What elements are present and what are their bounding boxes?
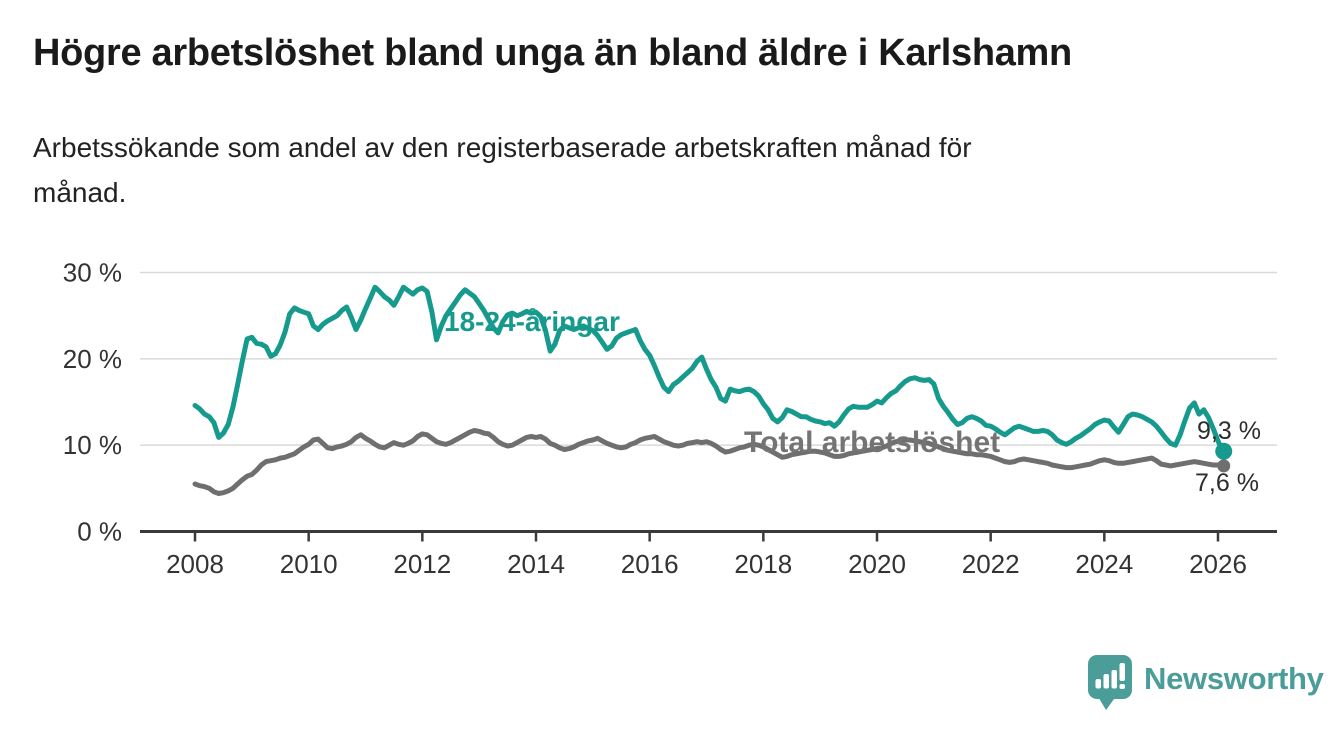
chart-subtitle: Arbetssökande som andel av den registerb… (33, 132, 972, 208)
x-axis-label: 2012 (393, 549, 451, 579)
y-axis-label: 0 % (77, 517, 122, 547)
series-line-total (192, 428, 1226, 496)
chart-title: Högre arbetslöshet bland unga än bland ä… (33, 32, 1072, 74)
x-axis-label: 2016 (621, 549, 679, 579)
x-axis-label: 2018 (734, 549, 792, 579)
x-axis-label: 2014 (507, 549, 565, 579)
x-axis-label: 2022 (962, 549, 1020, 579)
x-axis-label: 2026 (1189, 549, 1247, 579)
end-dot-young (1215, 442, 1233, 460)
y-axis-label: 20 % (63, 344, 122, 374)
series-line-young (192, 284, 1226, 454)
x-axis-label: 2024 (1075, 549, 1133, 579)
end-value-label-young: 9,3 % (1197, 417, 1261, 445)
x-axis-label: 2010 (280, 549, 338, 579)
end-dot-total (1217, 459, 1231, 473)
y-axis-label: 10 % (63, 430, 122, 460)
x-axis-label: 2008 (166, 549, 224, 579)
newsworthy-logo-icon (1088, 655, 1132, 710)
newsworthy-logo-text: Newsworthy (1144, 661, 1324, 696)
series-label-total: Total arbetslöshet (744, 426, 1000, 459)
end-value-label-total: 7,6 % (1195, 469, 1259, 497)
series-label-young: 18-24-åringar (444, 306, 620, 337)
y-axis-label: 30 % (63, 258, 122, 288)
newsworthy-logo: Newsworthy (1085, 653, 1324, 713)
x-axis-label: 2020 (848, 549, 906, 579)
